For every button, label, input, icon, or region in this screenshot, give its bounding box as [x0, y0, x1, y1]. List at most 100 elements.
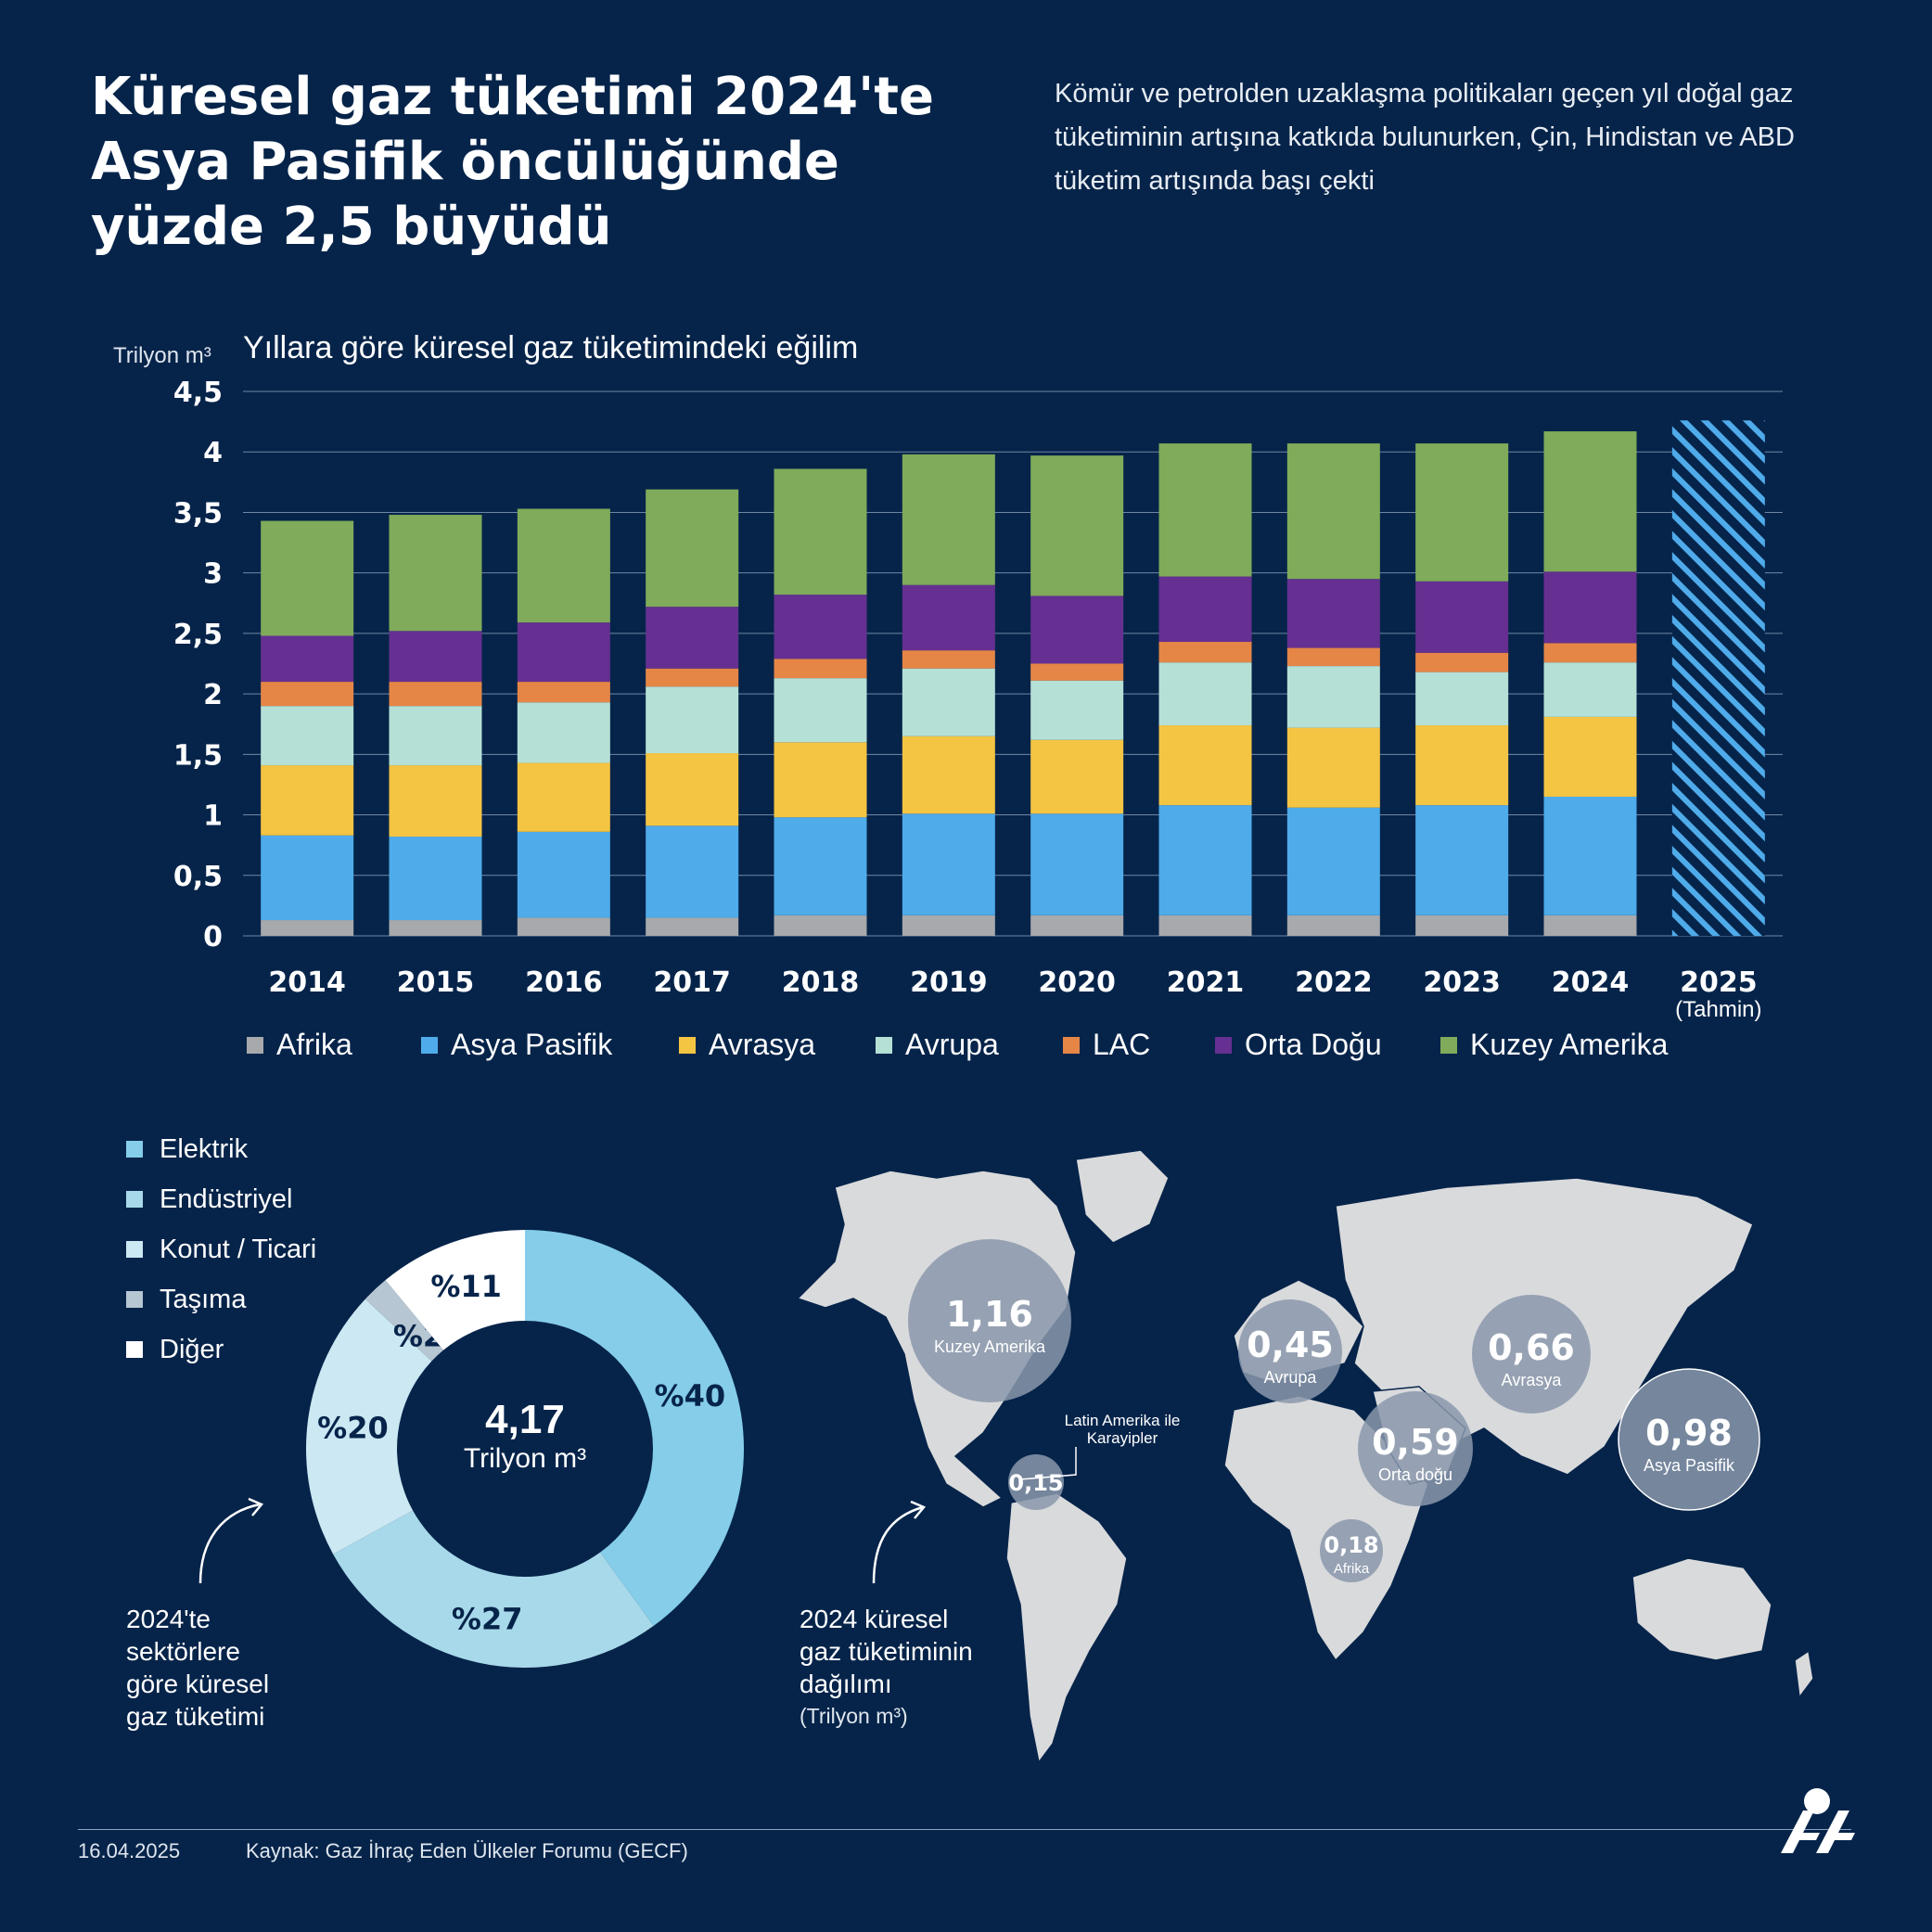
bar-asya-pasifik-2022	[1286, 807, 1380, 915]
bar-avrasya-2020	[1030, 739, 1124, 814]
x-tick-label: 2014	[268, 966, 346, 999]
bar-avrupa-2020	[1030, 680, 1124, 740]
legend-item-asya-pasifik: Asya Pasifik	[421, 1028, 612, 1062]
donut-caption-line: sektörlere	[126, 1637, 240, 1666]
bar-kuzey-amerika-2017	[646, 489, 739, 608]
bar-kuzey-amerika-2024	[1543, 431, 1637, 572]
bar-kuzey-amerika-2014	[261, 520, 354, 636]
legend-label: Afrika	[276, 1028, 352, 1061]
y-tick-label: 4	[203, 437, 223, 469]
footer-date: 16.04.2025	[78, 1839, 181, 1862]
bar-asya-pasifik-2018	[774, 817, 867, 915]
bar-kuzey-amerika-2023	[1415, 443, 1509, 582]
map-caption-arrow	[872, 1505, 924, 1584]
bar-avrasya-2014	[261, 765, 354, 836]
bar-orta-do-u-2021	[1158, 576, 1252, 643]
bar-orta-do-u-2024	[1543, 571, 1637, 644]
donut-slice-end-striyel	[333, 1510, 654, 1668]
x-tick-label: 2025	[1680, 966, 1758, 999]
map-caption-unit: (Trilyon m³)	[800, 1704, 908, 1728]
bar-avrasya-2024	[1543, 716, 1637, 797]
legend-item-avrasya: Avrasya	[679, 1028, 815, 1062]
bar-avrupa-2019	[902, 668, 995, 736]
map-caption: 2024 küresel gaz tüketiminin dağılımı (Tril…	[800, 1603, 973, 1733]
bubble-value: 0,66	[1488, 1327, 1575, 1368]
bar-afrika-2014	[261, 920, 354, 936]
bar-lac-2024	[1543, 643, 1637, 663]
bar-chart: 0 0,5 1 1,5 2 2,5 3 3,5 4 4,5 2014 2015 2016 2017 2018…	[173, 377, 1783, 1022]
bar-asya-pasifik-2019	[902, 813, 995, 915]
sector-legend-item-konut-ticari: Konut / Ticari	[126, 1224, 316, 1274]
sector-legend-swatch	[126, 1291, 143, 1308]
bar-avrasya-2022	[1286, 727, 1380, 808]
legend-item-kuzey-amerika: Kuzey Amerika	[1440, 1028, 1668, 1062]
bubble-region-label: Kuzey Amerika	[934, 1337, 1046, 1356]
bar-kuzey-amerika-2016	[517, 508, 610, 623]
bar-chart-title: Yıllara göre küresel gaz tüketimindeki e…	[243, 330, 859, 365]
donut-slice-konut-ticari	[305, 1299, 432, 1555]
sector-legend-item-elektrik: Elektrik	[126, 1124, 316, 1174]
legend-label: Avrupa	[905, 1028, 999, 1061]
donut-slice-elektrik	[525, 1230, 744, 1626]
bar-avrupa-2014	[261, 706, 354, 766]
bar-kuzey-amerika-2015	[389, 515, 482, 632]
y-tick-label: 0	[203, 921, 223, 953]
donut-caption: 2024'te sektörlere göre küresel gaz tüketim…	[126, 1603, 269, 1733]
bar-avrupa-2017	[646, 686, 739, 754]
bubble-region-label: Asya Pasifik	[1644, 1456, 1735, 1475]
legend-label: Avrasya	[709, 1028, 816, 1061]
bar-avrupa-2016	[517, 702, 610, 763]
lac-label-line-1: Latin Amerika ile	[1065, 1412, 1181, 1429]
donut-slice-di-er	[385, 1230, 525, 1350]
bar-avrasya-2023	[1415, 725, 1509, 806]
bubble-kuzey-amerika	[908, 1239, 1071, 1402]
bubble-region-label: Avrasya	[1502, 1371, 1563, 1389]
bar-orta-do-u-2014	[261, 635, 354, 683]
bubble-orta-do-u	[1358, 1391, 1473, 1506]
sector-legend-item-ta-ma: Taşıma	[126, 1274, 316, 1324]
bar-afrika-2022	[1286, 915, 1380, 936]
sector-legend-label: Konut / Ticari	[160, 1234, 317, 1264]
bar-avrupa-2023	[1415, 672, 1509, 726]
x-tick-label: 2018	[782, 966, 860, 999]
legend-item-orta-do-u: Orta Doğu	[1215, 1028, 1382, 1062]
legend-label: Orta Doğu	[1245, 1028, 1382, 1061]
page-title: Küresel gaz tüketimi 2024'te Asya Pasifi…	[91, 67, 934, 257]
map-caption-arrow-head	[910, 1500, 927, 1519]
x-tick-label: 2022	[1295, 966, 1373, 999]
bubble-asya-pasifik	[1618, 1368, 1760, 1511]
bar-avrupa-2022	[1286, 666, 1380, 728]
legend-swatch	[421, 1036, 438, 1054]
bar-kuzey-amerika-2018	[774, 468, 867, 595]
bar-kuzey-amerika-2021	[1158, 443, 1252, 577]
donut-slice-ta-ma	[365, 1280, 444, 1362]
map-caption-line: 2024 küresel	[800, 1605, 949, 1633]
sector-legend-item-end-striyel: Endüstriyel	[126, 1174, 316, 1224]
bar-avrupa-2018	[774, 678, 867, 743]
bubble-value: 0,18	[1324, 1532, 1378, 1558]
bar-lac-2020	[1030, 663, 1124, 681]
bar-chart-y-unit: Trilyon m³	[113, 343, 211, 368]
bar-afrika-2020	[1030, 915, 1124, 936]
bubble-latin-amerika-ile-karayipler	[1008, 1454, 1064, 1510]
donut-value-label: %11	[430, 1269, 502, 1304]
bar-asya-pasifik-2020	[1030, 813, 1124, 915]
bar-avrasya-2015	[389, 765, 482, 838]
sector-legend-swatch	[126, 1241, 143, 1258]
legend-swatch	[876, 1036, 892, 1054]
aa-logo	[1781, 1788, 1855, 1853]
bar-afrika-2021	[1158, 915, 1252, 936]
legend-swatch	[1440, 1036, 1457, 1054]
bar-avrasya-2017	[646, 753, 739, 826]
page-subtitle: Kömür ve petrolden uzaklaşma politikalar…	[1055, 79, 1795, 196]
bar-orta-do-u-2016	[517, 622, 610, 683]
y-tick-label: 3	[203, 558, 223, 591]
bubble-avrupa	[1238, 1299, 1342, 1403]
x-tick-sublabel: (Tahmin)	[1675, 997, 1761, 1022]
bar-lac-2022	[1286, 647, 1380, 667]
bubble-value: 0,98	[1645, 1413, 1733, 1453]
legend-label: Asya Pasifik	[451, 1028, 613, 1061]
bar-asya-pasifik-2014	[261, 835, 354, 921]
forecast-bar-2025	[1671, 420, 1765, 937]
